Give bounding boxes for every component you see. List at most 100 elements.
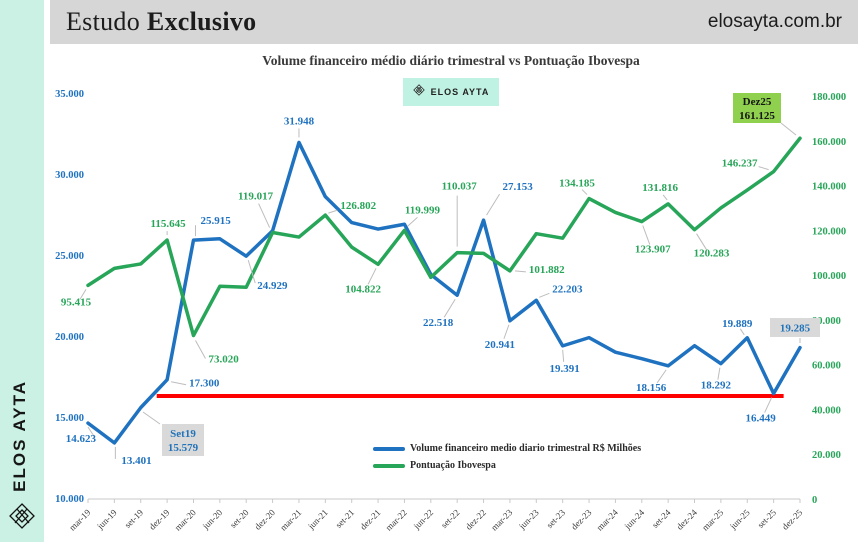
data-label: 101.882 xyxy=(529,264,565,276)
label-leader xyxy=(503,324,510,339)
header-bar: Estudo Exclusivo elosayta.com.br xyxy=(50,0,858,44)
label-leader xyxy=(171,381,187,386)
data-label: 16.449 xyxy=(746,413,777,425)
right-axis-tick: 20.000 xyxy=(812,450,841,461)
label-leader xyxy=(581,189,588,195)
x-axis-label: dez-24 xyxy=(675,507,700,532)
callout-box xyxy=(162,424,204,456)
callout-box-label: 19.285 xyxy=(780,323,811,335)
label-leader xyxy=(780,122,797,136)
badge-logo-icon xyxy=(412,83,425,101)
right-axis-tick: 40.000 xyxy=(812,405,841,416)
x-axis-label: jun-23 xyxy=(516,507,541,532)
page-title-bold: Exclusivo xyxy=(146,7,257,36)
x-axis-label: mar-20 xyxy=(173,507,199,533)
legend: Volume financeiro medio diario trimestra… xyxy=(373,442,655,476)
data-label: 115.645 xyxy=(151,218,187,230)
left-axis-tick: 15.000 xyxy=(55,413,84,424)
right-axis-tick: 60.000 xyxy=(812,361,841,372)
legend-item: Pontuação Ibovespa xyxy=(373,459,655,472)
label-leader xyxy=(407,216,418,227)
legend-item: Volume financeiro medio diario trimestra… xyxy=(373,442,655,455)
label-leader xyxy=(739,328,745,336)
x-axis-label: set-24 xyxy=(650,507,673,530)
x-axis-label: set-22 xyxy=(439,507,462,530)
x-axis-label: set-21 xyxy=(333,507,356,530)
callout-box-label: 15.579 xyxy=(168,442,199,454)
data-label: 120.283 xyxy=(694,248,730,260)
callout-box-label: Set19 xyxy=(170,428,196,440)
data-label: 18.292 xyxy=(701,380,732,392)
legend-swatch xyxy=(373,464,405,468)
left-axis-tick: 20.000 xyxy=(55,332,84,343)
data-label: 22.203 xyxy=(552,283,583,295)
watermark-badge-wrap: ELOS AYTA xyxy=(44,78,858,106)
x-axis-label: dez-25 xyxy=(780,507,805,532)
right-axis-tick: 120.000 xyxy=(812,226,846,237)
x-axis-label: set-25 xyxy=(755,507,778,530)
x-axis-label: dez-22 xyxy=(464,507,488,531)
x-axis-label: set-19 xyxy=(123,507,146,530)
data-label: 134.185 xyxy=(559,178,595,190)
label-leader xyxy=(486,193,500,216)
x-axis-label: mar-24 xyxy=(594,507,620,533)
volume-line xyxy=(86,140,802,445)
callout-box-label: 161.125 xyxy=(739,110,775,122)
chart-title: Volume financeiro médio diário trimestra… xyxy=(262,53,640,68)
data-label: 18.156 xyxy=(636,382,667,394)
data-label: 19.391 xyxy=(550,363,580,375)
x-axis-label: jun-22 xyxy=(411,507,435,531)
badge-label: ELOS AYTA xyxy=(430,87,490,97)
data-label: 104.822 xyxy=(345,283,381,295)
x-axis-label: jun-21 xyxy=(305,507,329,531)
callout-box xyxy=(770,318,820,337)
data-label: 27.153 xyxy=(503,181,534,193)
left-axis-tick: 30.000 xyxy=(55,170,84,181)
data-label: 73.020 xyxy=(208,354,239,366)
brand-sidebar: ELOS AYTA xyxy=(0,0,44,542)
x-axis-label: set-20 xyxy=(228,507,251,530)
label-leader xyxy=(562,349,565,362)
x-axis-label: mar-21 xyxy=(278,507,303,532)
left-axis-tick: 25.000 xyxy=(55,251,84,262)
data-label: 25.915 xyxy=(200,215,231,227)
brand-vertical-label: ELOS AYTA xyxy=(10,380,29,492)
page-title: Estudo Exclusivo xyxy=(66,7,256,37)
label-leader xyxy=(514,270,526,273)
x-axis-label: mar-25 xyxy=(700,507,726,533)
x-axis-label: dez-23 xyxy=(569,507,594,532)
data-label: 95.415 xyxy=(61,296,92,308)
page-title-regular: Estudo xyxy=(66,7,141,36)
data-label: 31.948 xyxy=(284,115,315,127)
x-axis-label: dez-19 xyxy=(147,507,172,532)
data-label: 19.889 xyxy=(722,318,753,330)
x-axis-label: jun-25 xyxy=(727,507,752,532)
site-link[interactable]: elosayta.com.br xyxy=(707,11,842,32)
data-label: 110.037 xyxy=(442,181,478,193)
label-leader xyxy=(142,411,161,425)
data-label: 119.999 xyxy=(405,204,441,216)
brand-logo-icon xyxy=(8,502,36,535)
label-leader xyxy=(328,209,338,214)
x-axis-label: dez-20 xyxy=(253,507,278,532)
x-axis-label: mar-19 xyxy=(67,507,93,533)
data-label: 22.518 xyxy=(423,317,454,329)
left-axis-tick: 10.000 xyxy=(55,494,84,505)
label-leader xyxy=(79,289,87,300)
label-leader xyxy=(717,367,721,380)
data-label: 126.802 xyxy=(340,200,376,212)
data-label: 24.929 xyxy=(257,280,288,292)
legend-swatch xyxy=(373,447,405,451)
label-leader xyxy=(539,292,550,298)
right-axis-tick: 0 xyxy=(812,495,817,506)
right-axis-tick: 160.000 xyxy=(812,137,846,148)
right-axis-tick: 100.000 xyxy=(812,271,846,282)
label-leader xyxy=(195,340,206,359)
x-axis-label: dez-21 xyxy=(358,507,382,531)
label-leader xyxy=(758,166,769,171)
data-label: 13.401 xyxy=(121,455,151,467)
label-leader xyxy=(258,203,271,228)
label-leader xyxy=(662,194,668,201)
watermark-badge: ELOS AYTA xyxy=(402,78,500,106)
x-axis-label: mar-23 xyxy=(489,507,515,533)
